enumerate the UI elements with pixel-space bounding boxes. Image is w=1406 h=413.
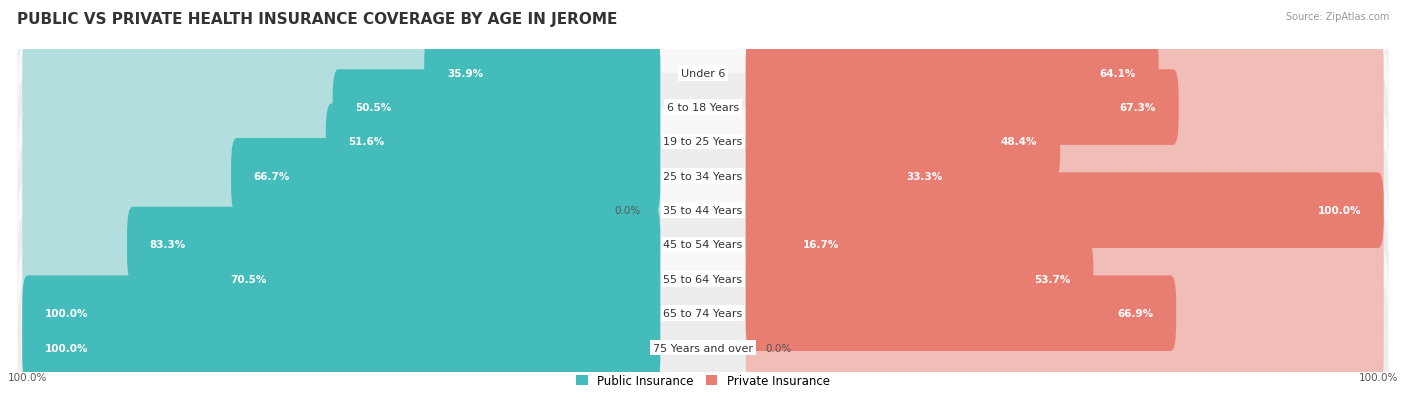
Text: 50.5%: 50.5% — [356, 103, 392, 113]
FancyBboxPatch shape — [22, 276, 661, 351]
Text: 33.3%: 33.3% — [907, 171, 943, 181]
FancyBboxPatch shape — [231, 139, 661, 214]
FancyBboxPatch shape — [17, 176, 1389, 313]
Text: 65 to 74 Years: 65 to 74 Years — [664, 309, 742, 318]
FancyBboxPatch shape — [425, 36, 661, 111]
Legend: Public Insurance, Private Insurance: Public Insurance, Private Insurance — [571, 369, 835, 392]
FancyBboxPatch shape — [17, 108, 1389, 245]
Text: 0.0%: 0.0% — [614, 206, 641, 216]
FancyBboxPatch shape — [745, 36, 1159, 111]
Text: PUBLIC VS PRIVATE HEALTH INSURANCE COVERAGE BY AGE IN JEROME: PUBLIC VS PRIVATE HEALTH INSURANCE COVER… — [17, 12, 617, 27]
Text: Source: ZipAtlas.com: Source: ZipAtlas.com — [1285, 12, 1389, 22]
Text: 16.7%: 16.7% — [803, 240, 839, 250]
FancyBboxPatch shape — [22, 242, 661, 317]
FancyBboxPatch shape — [22, 70, 661, 145]
Text: 35 to 44 Years: 35 to 44 Years — [664, 206, 742, 216]
Text: 64.1%: 64.1% — [1099, 69, 1136, 78]
FancyBboxPatch shape — [745, 104, 1384, 180]
Text: 100.0%: 100.0% — [8, 372, 48, 382]
Text: 100.0%: 100.0% — [1358, 372, 1398, 382]
FancyBboxPatch shape — [745, 242, 1094, 317]
Text: 45 to 54 Years: 45 to 54 Years — [664, 240, 742, 250]
Text: 100.0%: 100.0% — [45, 343, 89, 353]
Text: 70.5%: 70.5% — [231, 274, 266, 284]
FancyBboxPatch shape — [17, 74, 1389, 211]
FancyBboxPatch shape — [745, 70, 1384, 145]
Text: 75 Years and over: 75 Years and over — [652, 343, 754, 353]
Text: 53.7%: 53.7% — [1035, 274, 1070, 284]
FancyBboxPatch shape — [22, 310, 661, 385]
Text: 55 to 64 Years: 55 to 64 Years — [664, 274, 742, 284]
FancyBboxPatch shape — [745, 207, 1384, 282]
FancyBboxPatch shape — [745, 139, 1384, 214]
FancyBboxPatch shape — [127, 207, 661, 282]
FancyBboxPatch shape — [22, 207, 661, 282]
FancyBboxPatch shape — [17, 211, 1389, 348]
Text: 19 to 25 Years: 19 to 25 Years — [664, 137, 742, 147]
Text: 66.7%: 66.7% — [254, 171, 290, 181]
FancyBboxPatch shape — [22, 173, 661, 248]
FancyBboxPatch shape — [22, 104, 661, 180]
FancyBboxPatch shape — [745, 276, 1177, 351]
FancyBboxPatch shape — [745, 36, 1384, 111]
Text: 25 to 34 Years: 25 to 34 Years — [664, 171, 742, 181]
Text: 0.0%: 0.0% — [765, 343, 792, 353]
Text: 100.0%: 100.0% — [1317, 206, 1361, 216]
Text: Under 6: Under 6 — [681, 69, 725, 78]
Text: 67.3%: 67.3% — [1119, 103, 1156, 113]
FancyBboxPatch shape — [745, 310, 1384, 385]
FancyBboxPatch shape — [17, 142, 1389, 279]
Text: 66.9%: 66.9% — [1118, 309, 1153, 318]
FancyBboxPatch shape — [22, 139, 661, 214]
FancyBboxPatch shape — [22, 310, 661, 385]
Text: 51.6%: 51.6% — [349, 137, 385, 147]
FancyBboxPatch shape — [745, 242, 1384, 317]
FancyBboxPatch shape — [17, 5, 1389, 142]
FancyBboxPatch shape — [326, 104, 661, 180]
FancyBboxPatch shape — [22, 36, 661, 111]
Text: 100.0%: 100.0% — [45, 309, 89, 318]
FancyBboxPatch shape — [745, 276, 1384, 351]
FancyBboxPatch shape — [333, 70, 661, 145]
FancyBboxPatch shape — [745, 173, 1384, 248]
Text: 83.3%: 83.3% — [150, 240, 186, 250]
FancyBboxPatch shape — [745, 173, 1384, 248]
FancyBboxPatch shape — [22, 276, 661, 351]
FancyBboxPatch shape — [17, 279, 1389, 413]
FancyBboxPatch shape — [745, 70, 1178, 145]
FancyBboxPatch shape — [17, 245, 1389, 382]
FancyBboxPatch shape — [207, 242, 661, 317]
FancyBboxPatch shape — [17, 39, 1389, 176]
Text: 48.4%: 48.4% — [1001, 137, 1038, 147]
FancyBboxPatch shape — [745, 139, 966, 214]
Text: 6 to 18 Years: 6 to 18 Years — [666, 103, 740, 113]
Text: 35.9%: 35.9% — [447, 69, 484, 78]
FancyBboxPatch shape — [745, 207, 862, 282]
FancyBboxPatch shape — [745, 104, 1060, 180]
